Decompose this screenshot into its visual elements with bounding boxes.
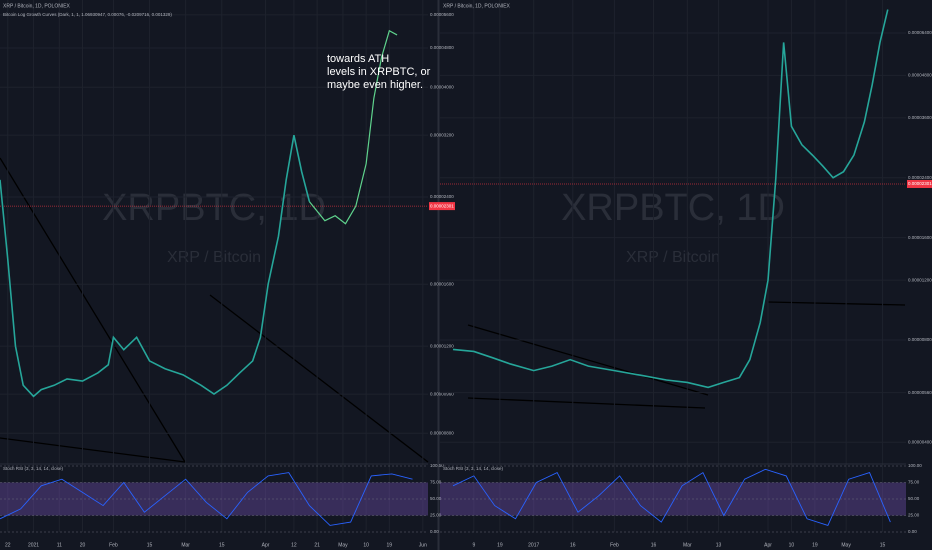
y-tick-label: 0.00001200 xyxy=(430,343,454,348)
trendline xyxy=(467,324,709,396)
x-tick-label: Mar xyxy=(683,542,692,548)
y-tick-label: 0.00000960 xyxy=(430,391,454,396)
rsi-line xyxy=(452,468,891,526)
rsi-tick-label: 0.00 xyxy=(908,529,917,534)
x-tick-label: Feb xyxy=(610,542,619,548)
x-tick-label: 15 xyxy=(880,542,886,548)
x-tick-label: 19 xyxy=(812,542,818,548)
watermark: XRPBTC, 1D xyxy=(561,187,785,229)
x-tick-label: May xyxy=(841,542,851,548)
y-tick-label: 0.00001600 xyxy=(908,235,932,240)
y-tick-label: 0.00003600 xyxy=(908,115,932,120)
trendline xyxy=(209,294,429,463)
y-tick-label: 0.00006400 xyxy=(908,30,932,35)
x-tick-label: Feb xyxy=(109,542,118,548)
x-tick-label: May xyxy=(338,542,348,548)
chart-panel: XRPBTC, 1D XRP / Bitcoin 0.00005600 0.00004… xyxy=(0,0,455,548)
trendline xyxy=(467,397,706,409)
x-tick-label: Apr xyxy=(262,542,270,548)
x-tick-label: 2021 xyxy=(28,542,39,548)
x-tick-label: 19 xyxy=(497,542,503,548)
y-tick-label: 0.00001200 xyxy=(908,277,932,282)
rsi-tick-label: 100.00 xyxy=(430,463,444,468)
rsi-tick-label: 75.00 xyxy=(430,480,442,485)
annotation: towards ATH levels in XRPBTC, or maybe eve… xyxy=(327,53,431,91)
chart-panel: XRPBTC, 1D XRP / Bitcoin 0.00006400 0.00004… xyxy=(440,0,932,548)
x-tick-label: 11 xyxy=(57,542,62,548)
y-tick-label: 0.00001600 xyxy=(430,281,454,286)
watermark-subtitle: XRP / Bitcoin xyxy=(167,249,261,266)
y-tick-label: 0.00004800 xyxy=(430,45,454,50)
x-tick-label: Apr xyxy=(764,542,772,548)
x-tick-label: 21 xyxy=(314,542,320,548)
y-tick-label: 0.00004000 xyxy=(430,84,454,89)
price-line xyxy=(0,135,311,398)
y-tick-label: 0.00000800 xyxy=(430,430,454,435)
x-tick-label: 13 xyxy=(716,542,722,548)
rsi-tick-label: 50.00 xyxy=(430,496,442,501)
x-tick-label: 2017 xyxy=(528,542,539,548)
x-tick-label: 9 xyxy=(472,542,475,548)
watermark: XRPBTC, 1D xyxy=(102,187,326,229)
last-price-tag xyxy=(907,179,932,188)
watermark-subtitle: XRP / Bitcoin xyxy=(626,249,720,266)
x-tick-label: 20 xyxy=(80,542,86,548)
x-tick-label: 16 xyxy=(651,542,657,548)
x-tick-label: Jun xyxy=(419,542,427,548)
x-tick-label: 15 xyxy=(219,542,225,548)
x-tick-label: 15 xyxy=(147,542,153,548)
rsi-tick-label: 75.00 xyxy=(908,480,920,485)
y-tick-label: 0.00003200 xyxy=(430,132,454,137)
rsi-line xyxy=(0,472,413,526)
y-tick-label: 0.00005600 xyxy=(430,12,454,17)
y-tick-label: 0.00000560 xyxy=(908,390,932,395)
chart-title: XRP / Bitcoin, 1D, POLONIEX xyxy=(443,3,511,9)
y-tick-label: 0.00002400 xyxy=(908,175,932,180)
indicator-title: Bitcoin Log Growth Curves (Dark, 1, 1, 1… xyxy=(3,12,172,17)
rsi-tick-label: 50.00 xyxy=(908,496,920,501)
y-tick-label: 0.00002400 xyxy=(430,194,454,199)
trendline xyxy=(0,437,186,463)
rsi-title: Stoch RSI (3, 3, 14, 14, close) xyxy=(3,466,64,471)
x-tick-label: 22 xyxy=(5,542,11,548)
x-tick-label: Mar xyxy=(181,542,190,548)
price-line xyxy=(452,9,889,389)
trendline xyxy=(0,157,186,463)
x-tick-label: 16 xyxy=(570,542,576,548)
last-price-label: 0.00002301 xyxy=(908,181,932,186)
x-tick-label: 19 xyxy=(387,542,393,548)
x-tick-label: 10 xyxy=(789,542,795,548)
y-tick-label: 0.00000800 xyxy=(908,337,932,342)
rsi-title: Stoch RSI (3, 3, 14, 14, close) xyxy=(443,466,504,471)
x-tick-label: 10 xyxy=(363,542,369,548)
projection-line xyxy=(308,29,398,225)
last-price-label: 0.00002301 xyxy=(430,203,454,208)
rsi-tick-label: 0.00 xyxy=(430,529,439,534)
rsi-tick-label: 25.00 xyxy=(430,513,442,518)
chart-title: XRP / Bitcoin, 1D, POLONIEX xyxy=(3,3,71,9)
x-tick-label: 12 xyxy=(291,542,297,548)
rsi-tick-label: 25.00 xyxy=(908,513,920,518)
y-tick-label: 0.00000400 xyxy=(908,439,932,444)
rsi-tick-label: 100.00 xyxy=(908,463,922,468)
y-tick-label: 0.00004800 xyxy=(908,73,932,78)
last-price-tag xyxy=(429,202,455,211)
